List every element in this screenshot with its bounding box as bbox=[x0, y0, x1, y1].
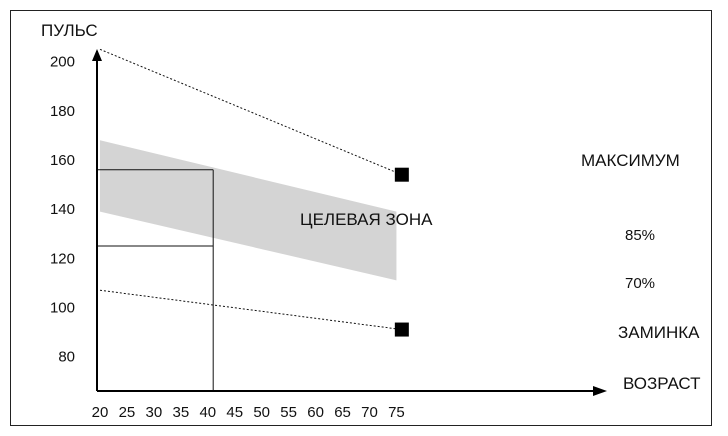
x-tick-label: 20 bbox=[92, 404, 109, 421]
maximum-label: МАКСИМУМ bbox=[581, 151, 680, 170]
x-tick-label: 30 bbox=[146, 404, 163, 421]
x-tick-label: 55 bbox=[280, 404, 297, 421]
y-tick-label: 80 bbox=[58, 349, 75, 366]
series-line-cooldown bbox=[99, 289, 402, 331]
y-axis-arrow bbox=[92, 49, 102, 61]
y-tick-label: 120 bbox=[50, 250, 75, 267]
heart-rate-chart: 80 100 120 140 160 180 200 20 25 30 35 40 45 50 55 60 65… bbox=[41, 21, 701, 421]
percent-70-label: 70% bbox=[625, 275, 655, 292]
x-tick-label: 25 bbox=[119, 404, 136, 421]
cooldown-label: ЗАМИНКА bbox=[618, 323, 700, 342]
x-tick-label: 35 bbox=[173, 404, 190, 421]
series-line-maximum bbox=[99, 48, 403, 176]
y-tick-label: 160 bbox=[50, 152, 75, 169]
x-axis-arrow bbox=[593, 386, 607, 396]
target-zone-band bbox=[100, 140, 397, 281]
x-tick-label: 70 bbox=[361, 404, 378, 421]
x-axis-title: ВОЗРАСТ bbox=[623, 374, 701, 393]
x-tick-label: 75 bbox=[388, 404, 405, 421]
chart-frame: 80 100 120 140 160 180 200 20 25 30 35 40 45 50 55 60 65… bbox=[10, 10, 712, 426]
percent-85-label: 85% bbox=[625, 227, 655, 244]
y-tick-label: 200 bbox=[50, 54, 75, 71]
x-tick-label: 45 bbox=[226, 404, 243, 421]
target-zone-label: ЦЕЛЕВАЯ ЗОНА bbox=[300, 210, 433, 229]
x-tick-label: 40 bbox=[199, 404, 216, 421]
y-tick-label: 180 bbox=[50, 103, 75, 120]
marker-maximum bbox=[394, 167, 409, 182]
x-tick-label: 50 bbox=[253, 404, 270, 421]
marker-cooldown bbox=[394, 322, 409, 337]
y-axis-title: ПУЛЬС bbox=[41, 21, 98, 40]
x-tick-label: 65 bbox=[334, 404, 351, 421]
y-tick-label: 140 bbox=[50, 201, 75, 218]
y-tick-label: 100 bbox=[50, 299, 75, 316]
x-tick-label: 60 bbox=[307, 404, 324, 421]
